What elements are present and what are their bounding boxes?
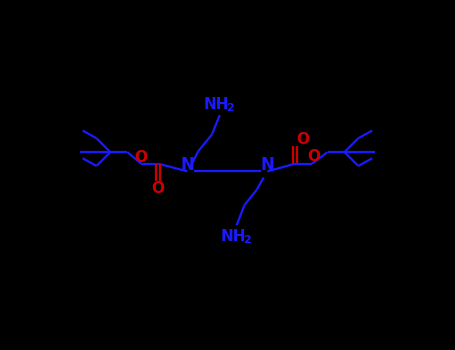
Text: N: N <box>261 156 274 174</box>
Text: O: O <box>307 149 320 164</box>
Text: O: O <box>296 132 309 147</box>
Text: 2: 2 <box>243 235 251 245</box>
Text: 2: 2 <box>226 103 233 113</box>
Text: NH: NH <box>221 229 246 244</box>
Text: O: O <box>135 150 148 165</box>
Text: O: O <box>152 181 165 196</box>
Text: N: N <box>181 156 194 174</box>
Text: NH: NH <box>204 97 229 112</box>
